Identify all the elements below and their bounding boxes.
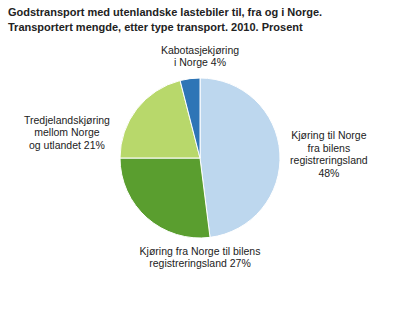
slice-label: Kjøring til Norgefra bilensregistrerings… [290,129,368,179]
slice-label: Kjøring fra Norge til bilensregistrering… [140,245,261,269]
pie-slice [120,158,210,238]
chart: Godstransport med utenlandske lastebiler… [0,0,400,320]
labels: Kjøring til Norgefra bilensregistrerings… [24,44,368,269]
pie [120,78,280,238]
subtitle: Transportert mengde, etter type transpor… [8,21,303,33]
pie-slice [200,78,280,237]
pie-slice [180,78,200,158]
slice-label: Tredjelandskjøringmellom Norgeog utlande… [24,114,110,151]
slice-label: Kabotasjekjøringi Norge 4% [161,44,239,69]
title: Godstransport med utenlandske lastebiler… [8,6,322,18]
